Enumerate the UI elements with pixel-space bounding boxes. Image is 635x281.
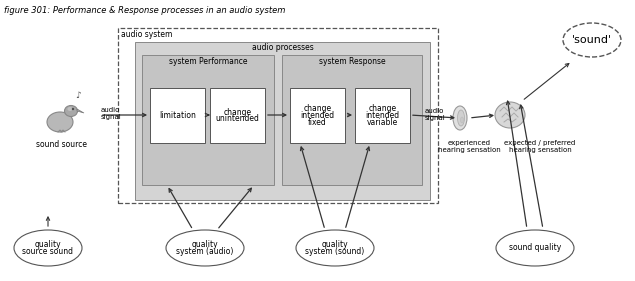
Ellipse shape bbox=[14, 230, 82, 266]
Ellipse shape bbox=[65, 105, 77, 117]
Text: variable: variable bbox=[367, 118, 398, 127]
Text: expected / preferred
hearing sensation: expected / preferred hearing sensation bbox=[504, 140, 575, 153]
Bar bbox=[150, 88, 205, 143]
Ellipse shape bbox=[496, 230, 574, 266]
Ellipse shape bbox=[67, 107, 72, 111]
Text: system (sound): system (sound) bbox=[305, 247, 364, 256]
Ellipse shape bbox=[457, 110, 464, 126]
Text: change: change bbox=[368, 104, 397, 113]
Text: quality: quality bbox=[322, 240, 349, 249]
Text: audio processes: audio processes bbox=[251, 43, 314, 52]
Text: fixed: fixed bbox=[308, 118, 327, 127]
Bar bbox=[355, 88, 410, 143]
Bar bbox=[118, 28, 438, 203]
Text: change: change bbox=[304, 104, 331, 113]
Text: figure 301: Performance & Response processes in an audio system: figure 301: Performance & Response proce… bbox=[4, 6, 285, 15]
Text: system Performance: system Performance bbox=[169, 57, 247, 66]
Ellipse shape bbox=[495, 102, 525, 128]
Ellipse shape bbox=[460, 117, 464, 123]
Text: system Response: system Response bbox=[319, 57, 385, 66]
Text: ♪: ♪ bbox=[75, 91, 81, 100]
Text: intended: intended bbox=[300, 111, 335, 120]
Text: source sound: source sound bbox=[22, 247, 74, 256]
Ellipse shape bbox=[296, 230, 374, 266]
Ellipse shape bbox=[72, 108, 74, 110]
Polygon shape bbox=[77, 109, 84, 113]
Bar bbox=[282, 55, 422, 185]
Text: sound quality: sound quality bbox=[509, 244, 561, 253]
Text: system (audio): system (audio) bbox=[177, 247, 234, 256]
Text: intended: intended bbox=[365, 111, 399, 120]
Bar bbox=[290, 88, 345, 143]
Ellipse shape bbox=[166, 230, 244, 266]
Ellipse shape bbox=[453, 106, 467, 130]
Text: limitation: limitation bbox=[159, 111, 196, 120]
Text: sound source: sound source bbox=[36, 140, 88, 149]
Text: change: change bbox=[224, 108, 251, 117]
Text: 'sound': 'sound' bbox=[572, 35, 612, 45]
Text: quality: quality bbox=[192, 240, 218, 249]
Ellipse shape bbox=[47, 112, 73, 132]
Bar bbox=[210, 88, 265, 143]
Text: audio system: audio system bbox=[121, 30, 172, 39]
Text: quality: quality bbox=[35, 240, 62, 249]
Text: audio
signal: audio signal bbox=[101, 107, 122, 120]
Ellipse shape bbox=[563, 23, 621, 57]
Bar bbox=[142, 55, 274, 185]
Bar bbox=[135, 42, 430, 200]
Text: audio
signal: audio signal bbox=[425, 108, 446, 121]
Text: unintended: unintended bbox=[215, 114, 260, 123]
Text: experienced
hearing sensation: experienced hearing sensation bbox=[438, 140, 500, 153]
